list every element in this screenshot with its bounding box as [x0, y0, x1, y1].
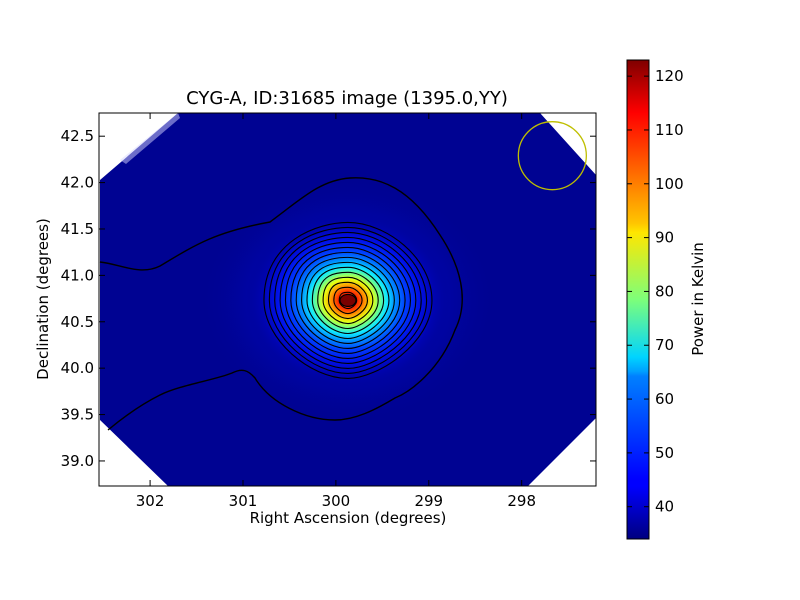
contours	[99, 177, 463, 431]
contour-level	[284, 241, 412, 360]
contour-level	[327, 281, 369, 320]
colorbar-tick-label: 60	[655, 390, 674, 408]
contour-level	[274, 231, 422, 369]
colorbar: 40 50 60 70 80 90 100 110 120 Power in Kelvin	[626, 59, 707, 540]
y-tick-label: 40.0	[61, 359, 94, 377]
colorbar-tick-label: 90	[655, 229, 674, 247]
y-tick-label: 39.0	[61, 452, 94, 470]
y-tick-label: 42.0	[61, 174, 94, 192]
beam-circle	[517, 121, 587, 191]
colorbar-tick-label: 80	[655, 282, 674, 300]
contour-level	[295, 251, 401, 350]
colorbar-tick-label: 100	[655, 175, 684, 193]
x-axis-ticks: 302 301 300 299 298	[136, 113, 536, 510]
contour-level	[338, 291, 358, 310]
colorbar-ticks: 40 50 60 70 80 90 100 110 120	[627, 67, 684, 516]
x-tick-label: 302	[136, 492, 165, 510]
contour-level	[317, 271, 379, 330]
y-tick-label: 39.5	[61, 406, 94, 424]
colorbar-tick-label: 70	[655, 336, 674, 354]
x-tick-label: 299	[414, 492, 443, 510]
contour-level	[311, 266, 385, 335]
colorbar-tick-label: 40	[655, 498, 674, 516]
x-tick-label: 301	[229, 492, 258, 510]
y-axis-ticks: 39.0 39.5 40.0 40.5 41.0 41.5 42.0 42.5	[61, 127, 596, 470]
contour-level	[263, 221, 433, 379]
plot-frame	[98, 112, 597, 487]
y-axis-label: Declination (degrees)	[34, 218, 52, 380]
x-tick-label: 300	[322, 492, 351, 510]
y-tick-label: 40.5	[61, 313, 94, 331]
chart-title: CYG-A, ID:31685 image (1395.0,YY)	[186, 88, 508, 109]
colorbar-tick-label: 50	[655, 444, 674, 462]
y-tick-label: 41.0	[61, 266, 94, 284]
contour-level	[301, 256, 395, 345]
colorbar-tick-label: 110	[655, 121, 684, 139]
x-tick-label: 298	[507, 492, 536, 510]
contour-level	[290, 246, 406, 355]
colorbar-tick-label: 120	[655, 67, 684, 85]
colorbar-label: Power in Kelvin	[689, 242, 707, 356]
contour-level	[279, 236, 417, 365]
contour-level	[322, 276, 374, 325]
y-tick-label: 42.5	[61, 127, 94, 145]
plot-area	[99, 113, 596, 486]
contour-outer	[99, 177, 463, 431]
source-peak	[339, 293, 357, 308]
colorbar-gradient	[626, 59, 650, 540]
contour-level	[333, 286, 363, 315]
contour-level	[268, 226, 428, 374]
edge-artifact	[120, 113, 180, 164]
contour-level	[306, 261, 390, 340]
y-tick-label: 41.5	[61, 220, 94, 238]
x-axis-label: Right Ascension (degrees)	[250, 509, 447, 527]
